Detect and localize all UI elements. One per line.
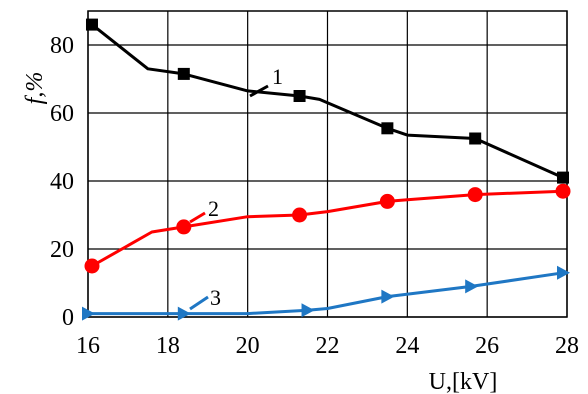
series-line-2 <box>91 189 564 268</box>
data-point-triangle <box>82 306 95 321</box>
data-point-triangle <box>465 279 479 294</box>
callout-leader-2 <box>189 211 206 224</box>
series-label-2: 2 <box>208 196 219 221</box>
data-point-circle <box>176 219 192 235</box>
series-2 <box>84 183 571 274</box>
data-point-circle <box>379 193 395 209</box>
tick-labels: 16 18 20 22 24 26 28 0 20 40 60 80 <box>50 33 579 359</box>
y-axis-title: f,% <box>22 72 48 105</box>
data-point-triangle <box>557 265 571 280</box>
data-point-square <box>177 67 190 80</box>
series-label-1: 1 <box>272 64 283 89</box>
data-point-square <box>293 90 306 102</box>
data-point-circle <box>555 183 571 199</box>
data-point-square <box>381 122 394 135</box>
data-point-triangle <box>381 289 395 304</box>
x-tick-label: 28 <box>555 333 579 359</box>
x-tick-label: 26 <box>475 333 499 359</box>
y-tick-label: 0 <box>62 305 74 331</box>
x-tick-label: 18 <box>156 333 180 359</box>
x-tick-label: 24 <box>395 333 419 359</box>
x-tick-label: 16 <box>76 333 100 359</box>
x-tick-label: 22 <box>316 333 340 359</box>
y-tick-label: 40 <box>50 169 74 195</box>
data-point-square <box>557 171 570 184</box>
grid <box>87 10 568 318</box>
data-point-triangle <box>177 306 191 321</box>
series-line-1 <box>91 23 564 179</box>
y-tick-label: 20 <box>50 237 74 263</box>
plot-frame <box>87 10 568 318</box>
series-1 <box>85 18 570 184</box>
series-label-3: 3 <box>210 285 221 310</box>
series-3 <box>82 265 571 321</box>
y-tick-label: 60 <box>50 101 74 127</box>
data-point-square <box>85 18 98 31</box>
data-point-circle <box>292 207 308 223</box>
x-tick-label: 20 <box>236 333 260 359</box>
data-point-triangle <box>301 303 315 318</box>
y-tick-label: 80 <box>50 33 74 59</box>
data-point-circle <box>84 258 100 274</box>
data-point-square <box>469 132 482 145</box>
callout-leader-3 <box>189 295 209 311</box>
series-line-3 <box>88 271 564 316</box>
data-point-circle <box>467 187 483 203</box>
series-layer <box>82 18 571 321</box>
callout-layer: 1 2 3 <box>189 64 283 311</box>
callout-leader-1 <box>249 84 269 98</box>
x-axis-title: U,[kV] <box>429 369 498 394</box>
